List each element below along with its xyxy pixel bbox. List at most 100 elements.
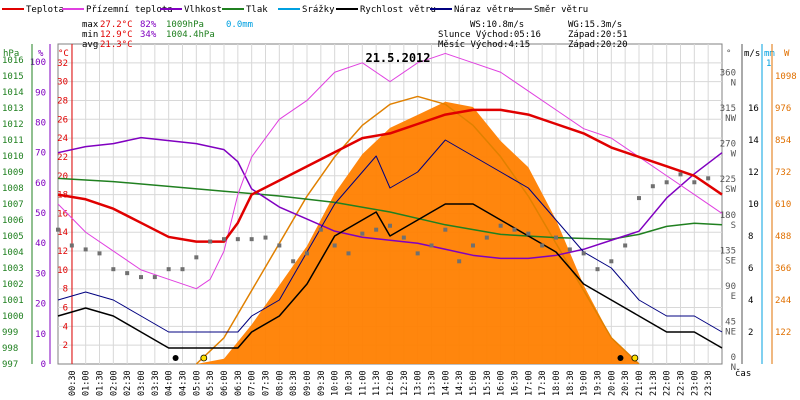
x-tick-label: 10:30: [345, 370, 355, 396]
legend-swatch: [510, 8, 532, 10]
direction-deg-label: 45: [725, 317, 736, 327]
stat-avg-temp: 21.3°C: [100, 40, 133, 50]
x-tick-label: 20:30: [621, 370, 631, 396]
direction-compass-label: S: [731, 221, 736, 231]
x-tick-label: 10:00: [331, 370, 341, 396]
wind-speed-tick: 8: [748, 232, 753, 242]
wind-direction-point: [609, 259, 614, 264]
radiation-tick: 976: [775, 104, 791, 114]
direction-compass-label: E: [731, 292, 736, 302]
wind-speed-tick: 6: [748, 264, 753, 274]
x-tick-label: 01:30: [96, 370, 106, 396]
wind-direction-point: [166, 267, 171, 272]
x-tick-label: 13:00: [414, 370, 424, 396]
axis-tick-label: 1008: [2, 184, 24, 194]
wind-direction-point: [429, 243, 434, 248]
wind-speed-tick: 14: [748, 136, 759, 146]
x-tick-label: 19:30: [594, 370, 604, 396]
x-tick-label: 16:00: [497, 370, 507, 396]
axis-tick-label: 1001: [2, 296, 24, 306]
wind-direction-point: [235, 237, 240, 242]
direction-deg-label: 315: [720, 104, 736, 114]
stat-min-press: 1004.4hPa: [166, 30, 215, 40]
wind-direction-point: [180, 267, 185, 272]
legend-swatch: [336, 8, 358, 10]
legend-label: Tlak: [246, 5, 268, 15]
wind-speed-tick: 16: [748, 104, 759, 114]
legend-swatch: [430, 8, 452, 10]
axis-tick-label: 14: [57, 228, 68, 238]
x-tick-label: 06:00: [220, 370, 230, 396]
direction-deg-label: 225: [720, 175, 736, 185]
x-tick-label: 04:30: [179, 370, 189, 396]
axis-tick-label: 1010: [2, 152, 24, 162]
stat-max-hum: 82%: [140, 20, 157, 30]
radiation-tick: 732: [775, 168, 791, 178]
wind-direction-point: [139, 275, 143, 280]
sunrise-marker: [200, 354, 208, 362]
x-tick-label: 17:30: [538, 370, 548, 396]
axis-tick-label: 1004: [2, 248, 24, 258]
axis-tick-label: 16: [57, 209, 68, 219]
stat-min-label: min: [82, 30, 98, 40]
stat-moon-set: Západ:20:20: [568, 40, 628, 50]
wind-direction-point: [360, 231, 365, 236]
ground-temperature-line: [57, 52, 723, 290]
mm-axis-tick: 1: [766, 59, 771, 69]
direction-deg-label: 90: [725, 282, 736, 292]
direction-compass-label: SE: [725, 256, 736, 266]
wind-direction-point: [97, 251, 102, 256]
x-tick-label: 11:00: [358, 370, 368, 396]
wind-direction-point: [540, 243, 545, 248]
wind-direction-point: [581, 251, 586, 256]
axis-tick-label: 8: [63, 285, 68, 295]
radiation-tick: 122: [775, 328, 791, 338]
axis-tick-label: 0: [41, 360, 46, 370]
wind-direction-point: [208, 239, 213, 244]
wind-direction-point: [332, 243, 337, 248]
x-tick-label: 05:30: [206, 370, 216, 396]
radiation-tick: 610: [775, 200, 791, 210]
x-tick-label: 17:00: [524, 370, 534, 396]
axis-tick-label: 4: [63, 322, 68, 332]
wind-direction-point: [650, 184, 655, 189]
wind-direction-point: [457, 259, 462, 264]
legend-swatch: [2, 8, 24, 10]
axis-tick-label: 1014: [2, 88, 24, 98]
moonset-marker: [617, 355, 624, 361]
axis-tick-label: 12: [57, 247, 68, 257]
radiation-tick: 1098: [775, 72, 797, 82]
axis-tick-label: 100: [30, 58, 46, 68]
direction-compass-label: W: [731, 150, 737, 160]
x-tick-label: 22:00: [663, 370, 673, 396]
axis-tick-label: 1005: [2, 232, 24, 242]
wind-direction-point: [69, 243, 74, 248]
wind-direction-point: [443, 227, 448, 232]
wind-direction-point: [222, 237, 226, 242]
wind-direction-point: [277, 243, 282, 248]
direction-compass-label: N: [731, 363, 736, 373]
legend-label: Rychlost větru: [360, 5, 436, 15]
wind-direction-point: [567, 247, 572, 252]
x-tick-label: 09:00: [303, 370, 313, 396]
direction-deg-label: 0: [731, 353, 736, 363]
ms-axis-title: m/s: [744, 49, 760, 59]
temp-axis-title: °C: [58, 49, 69, 59]
wind-direction-point: [678, 172, 683, 177]
axis-tick-label: 2: [63, 341, 68, 351]
x-tick-label: 12:00: [386, 370, 396, 396]
x-tick-label: 21:00: [635, 370, 645, 396]
wind-speed-tick: 12: [748, 168, 759, 178]
axis-tick-label: 90: [35, 88, 46, 98]
axis-tick-label: 32: [57, 59, 68, 69]
x-tick-label: 01:00: [82, 370, 92, 396]
wind-direction-point: [291, 259, 296, 264]
axis-tick-label: 1000: [2, 312, 24, 322]
stat-max-press: 1009hPa: [166, 20, 204, 30]
x-tick-label: 02:00: [109, 370, 119, 396]
axis-tick-label: 10: [57, 266, 68, 276]
stat-sun-set: Západ:20:51: [568, 30, 628, 40]
axis-tick-label: 28: [57, 96, 68, 106]
wind-direction-point: [471, 243, 475, 248]
